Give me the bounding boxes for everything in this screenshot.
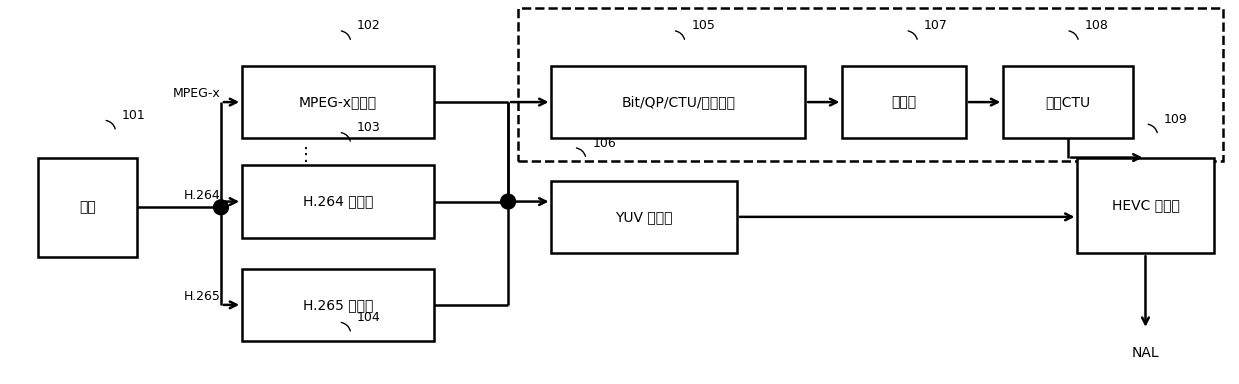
Bar [551,180,737,253]
Text: 106: 106 [592,137,616,149]
Text: MPEG-x: MPEG-x [173,87,221,100]
Text: H.264 解码器: H.264 解码器 [302,195,373,209]
Text: 101: 101 [121,109,146,122]
Bar [242,268,434,341]
Text: ⋮: ⋮ [297,146,316,164]
Text: H.264: H.264 [185,189,221,202]
Text: YUV 缓冲区: YUV 缓冲区 [616,210,673,224]
Text: Bit/QP/CTU/编码类型: Bit/QP/CTU/编码类型 [621,95,735,109]
Ellipse shape [213,200,228,215]
Bar [1004,66,1134,139]
Text: 108: 108 [1085,20,1109,33]
Bar [1078,157,1213,253]
Text: 信源: 信源 [79,200,95,214]
Text: 103: 103 [357,121,380,134]
Text: H.265: H.265 [185,290,221,303]
Text: 分块CTU: 分块CTU [1046,95,1090,109]
Text: 预处理: 预处理 [892,95,917,109]
Bar [38,157,136,257]
Bar [518,8,1223,161]
Ellipse shape [501,194,515,209]
Text: NAL: NAL [1131,346,1160,360]
Text: 107: 107 [924,20,948,33]
Text: HEVC 编码器: HEVC 编码器 [1111,199,1180,212]
Bar [843,66,966,139]
Bar [242,165,434,238]
Bar [551,66,805,139]
Text: MPEG-x解码器: MPEG-x解码器 [299,95,377,109]
Text: 109: 109 [1165,113,1188,126]
Text: H.265 解码器: H.265 解码器 [302,298,373,312]
Text: 104: 104 [357,311,380,324]
Bar [242,66,434,139]
Text: 105: 105 [691,20,715,33]
Text: 102: 102 [357,20,380,33]
